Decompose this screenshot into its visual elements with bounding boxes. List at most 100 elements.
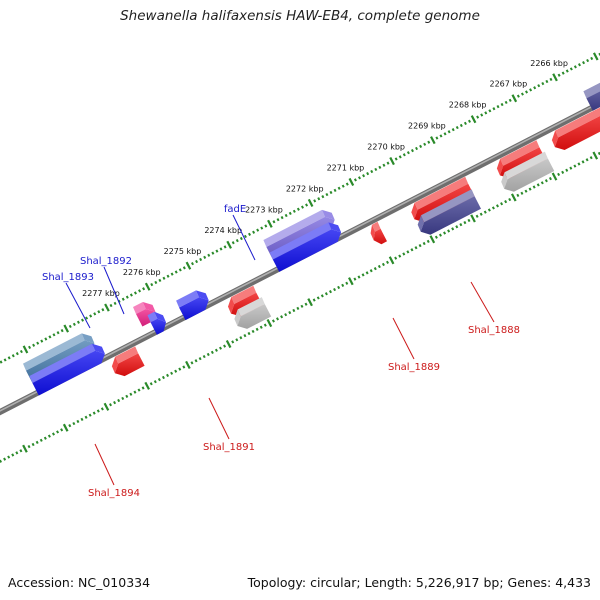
major-tick	[307, 198, 314, 207]
minor-tick	[43, 436, 47, 440]
minor-tick	[239, 236, 243, 241]
minor-tick	[97, 310, 101, 314]
minor-tick	[178, 268, 182, 272]
minor-tick	[166, 274, 170, 278]
gene-label[interactable]: Shal_1894	[88, 488, 140, 499]
gene-side-face	[81, 333, 95, 344]
gene-side-face	[496, 158, 504, 176]
major-tick	[266, 319, 273, 328]
minor-tick	[255, 327, 259, 331]
minor-tick	[427, 140, 431, 144]
gene-Shal_1893_cds[interactable]	[147, 311, 167, 335]
gene-label[interactable]: Shal_1893	[42, 272, 94, 283]
gene-left_inner[interactable]	[29, 343, 105, 396]
minor-tick	[198, 357, 202, 361]
minor-tick	[214, 348, 218, 352]
minor-tick	[561, 170, 565, 174]
minor-tick	[438, 233, 442, 237]
gene-Shal_1894[interactable]	[111, 346, 145, 377]
tick-label: 2268 kbp	[449, 101, 487, 110]
minor-tick	[68, 324, 72, 329]
major-tick	[551, 172, 558, 181]
minor-tick	[7, 356, 11, 360]
minor-tick	[374, 167, 378, 172]
major-tick	[226, 240, 232, 249]
minor-tick	[288, 211, 292, 216]
minor-tick	[586, 58, 590, 63]
map-title: Shewanella halifaxensis HAW-EB4, complet…	[120, 8, 480, 24]
minor-tick	[292, 209, 296, 213]
tick-label: 2275 kbp	[164, 247, 202, 256]
major-tick	[22, 345, 29, 354]
minor-tick	[476, 115, 480, 119]
gene-top-face	[500, 140, 540, 166]
minor-tick	[11, 354, 15, 358]
minor-tick	[3, 358, 7, 362]
minor-tick	[125, 394, 129, 398]
major-tick	[470, 115, 477, 124]
gene-top-face	[555, 107, 600, 138]
gene-Shal_1888_gene[interactable]	[417, 189, 481, 235]
major-tick	[429, 235, 436, 244]
gene-Shal_1891_gene[interactable]	[234, 297, 272, 329]
minor-tick	[11, 453, 15, 457]
major-tick	[307, 298, 313, 307]
minor-tick	[15, 451, 19, 455]
gene-Shal_1887_gene[interactable]	[501, 151, 555, 192]
gene-front-face	[504, 158, 555, 192]
gene-label[interactable]: fadE	[224, 204, 246, 215]
minor-tick	[44, 337, 48, 341]
label-leader	[103, 266, 125, 315]
minor-tick	[231, 241, 235, 245]
minor-tick	[296, 207, 300, 211]
minor-tick	[48, 335, 52, 339]
minor-tick	[195, 259, 199, 264]
minor-tick	[358, 176, 361, 180]
gene-label[interactable]: Shal_1889	[388, 362, 440, 373]
minor-tick	[15, 352, 19, 356]
minor-tick	[345, 182, 349, 186]
minor-tick	[443, 231, 447, 235]
gene-front-face	[179, 297, 209, 321]
minor-tick	[256, 228, 260, 232]
minor-tick	[191, 262, 194, 266]
minor-tick	[434, 235, 438, 239]
gene-Shal_1892[interactable]	[176, 290, 209, 321]
minor-tick	[491, 206, 495, 210]
major-tick	[348, 177, 355, 187]
gene-label[interactable]: Shal_1888	[468, 325, 520, 336]
gene-top-face	[504, 151, 548, 180]
minor-tick	[280, 315, 284, 319]
minor-tick	[284, 213, 288, 218]
minor-tick	[337, 186, 341, 190]
minor-tick	[549, 77, 553, 82]
minor-tick	[406, 151, 410, 155]
minor-tick	[304, 302, 308, 306]
gene-fadE_cds[interactable]	[269, 222, 342, 272]
minor-tick	[84, 415, 88, 419]
minor-tick	[419, 144, 423, 149]
major-tick	[388, 256, 395, 265]
minor-tick	[443, 132, 447, 136]
minor-tick	[158, 278, 162, 283]
gene-label[interactable]: Shal_1892	[80, 256, 132, 267]
gene-side-face	[551, 130, 559, 148]
minor-tick	[284, 313, 288, 317]
minor-tick	[7, 455, 11, 459]
gene-far_right_red[interactable]	[551, 107, 600, 150]
gene-side-face	[328, 222, 342, 233]
minor-tick	[488, 109, 492, 113]
minor-tick	[27, 444, 31, 449]
minor-tick	[496, 105, 500, 109]
minor-tick	[333, 287, 337, 292]
minor-tick	[19, 349, 23, 354]
gene-label[interactable]: Shal_1891	[203, 442, 255, 453]
gene-top_right_navy[interactable]	[583, 78, 600, 111]
gene-side-face	[196, 290, 209, 301]
minor-tick	[219, 247, 223, 251]
gene-Shal_1889[interactable]	[370, 221, 387, 245]
minor-tick	[361, 273, 365, 277]
gene-top-face	[115, 346, 139, 364]
gene-front-face	[272, 229, 342, 272]
